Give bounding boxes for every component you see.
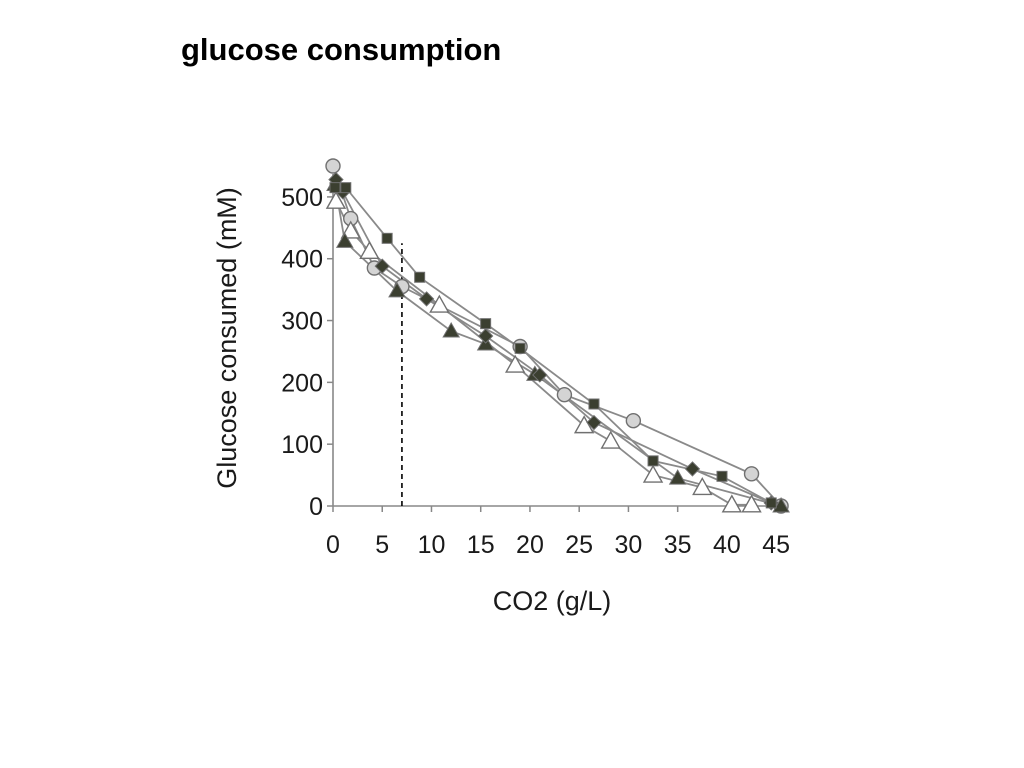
open-triangle-marker <box>721 494 743 513</box>
diamond-marker <box>586 414 602 431</box>
square-marker <box>480 318 492 330</box>
triangle-marker <box>772 496 790 513</box>
diamond-marker <box>532 367 548 383</box>
series-lines <box>332 165 782 507</box>
diamond-marker <box>477 328 494 344</box>
triangle-marker <box>335 232 354 248</box>
x-tick-label: 25 <box>565 531 593 559</box>
square-marker <box>716 470 728 482</box>
x-tick-label: 20 <box>516 531 544 559</box>
triangle-marker <box>442 322 461 338</box>
square-marker <box>588 398 600 410</box>
slide-title: glucose consumption <box>181 32 502 67</box>
y-tick-label: 500 <box>281 184 323 212</box>
y-tick-label: 0 <box>309 493 323 521</box>
circle-marker <box>325 158 341 174</box>
x-tick-label: 5 <box>375 531 389 559</box>
square-marker <box>514 342 526 354</box>
circle-marker <box>743 466 760 482</box>
series-line <box>332 165 782 507</box>
series-line <box>335 200 752 506</box>
open-triangle-marker <box>600 430 621 449</box>
x-tick-label: 0 <box>326 531 340 559</box>
y-axis-label: Glucose consumed (mM) <box>212 187 242 489</box>
series-line <box>335 186 772 504</box>
y-axis-ticks: 0 100 200 300 400 500 <box>281 184 333 521</box>
x-axis-label: CO2 (g/L) <box>493 586 612 616</box>
circle-marker <box>556 387 573 403</box>
x-tick-label: 15 <box>467 531 495 559</box>
square-marker <box>647 455 659 467</box>
series-markers <box>325 158 790 514</box>
x-tick-label: 35 <box>664 531 692 559</box>
open-triangle-marker <box>692 477 713 496</box>
square-marker <box>765 497 777 509</box>
open-triangle-marker <box>741 494 762 513</box>
y-tick-label: 300 <box>281 308 323 336</box>
square-marker <box>329 182 341 194</box>
y-tick-label: 100 <box>281 431 323 459</box>
open-triangle-marker <box>325 190 347 209</box>
triangle-marker <box>668 469 687 485</box>
diamond-marker <box>684 461 701 477</box>
square-marker <box>414 271 426 283</box>
x-tick-label: 40 <box>713 531 741 559</box>
x-tick-label: 10 <box>418 531 446 559</box>
square-marker <box>381 232 393 244</box>
open-triangle-marker <box>340 220 361 239</box>
x-axis-ticks: 0 5 10 15 20 25 30 35 40 45 <box>326 506 790 559</box>
open-triangle-marker <box>642 464 664 483</box>
x-tick-label: 45 <box>762 531 790 559</box>
open-triangle-marker <box>504 354 526 373</box>
open-triangle-marker <box>429 294 450 313</box>
y-tick-label: 400 <box>281 246 323 274</box>
triangle-marker <box>388 281 406 298</box>
open-triangle-marker <box>359 240 380 260</box>
y-tick-label: 200 <box>281 369 323 397</box>
x-tick-label: 30 <box>615 531 643 559</box>
chart-axes <box>332 174 786 507</box>
diamond-marker <box>418 291 435 307</box>
square-marker <box>340 182 352 194</box>
diamond-marker <box>374 258 390 274</box>
circle-marker <box>625 412 642 429</box>
